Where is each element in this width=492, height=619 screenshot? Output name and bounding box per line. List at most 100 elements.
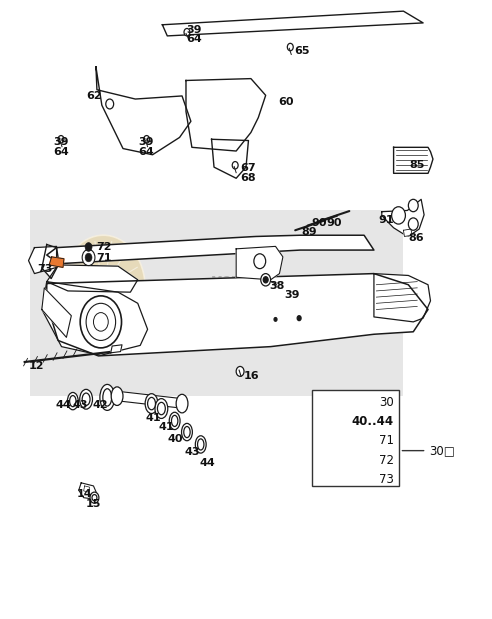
Circle shape [80,296,122,348]
Polygon shape [403,229,412,236]
Polygon shape [374,274,430,322]
Ellipse shape [111,387,123,405]
Text: SPARE PARTS: SPARE PARTS [212,288,300,301]
Text: 71: 71 [96,253,112,262]
Text: 73: 73 [37,264,52,274]
Ellipse shape [195,436,206,453]
Text: 38: 38 [270,281,285,291]
Circle shape [232,162,238,169]
Circle shape [297,316,301,321]
Text: 89: 89 [301,227,317,237]
Circle shape [408,199,418,212]
Ellipse shape [184,426,190,438]
Text: 73: 73 [379,473,394,486]
Text: 30: 30 [379,396,394,409]
Text: 41: 41 [146,413,161,423]
Text: 68: 68 [240,173,256,183]
Circle shape [93,313,108,331]
Ellipse shape [155,399,168,418]
Text: 30□: 30□ [429,444,455,457]
Circle shape [86,303,116,340]
Circle shape [261,274,271,286]
Ellipse shape [82,393,90,405]
Circle shape [408,218,418,230]
Polygon shape [236,246,283,280]
Text: 39: 39 [186,25,202,35]
Polygon shape [79,483,96,499]
Text: 72: 72 [379,454,394,467]
Circle shape [287,43,293,51]
Polygon shape [47,274,428,356]
Text: 40..44: 40..44 [351,415,394,428]
Polygon shape [42,245,59,279]
Ellipse shape [157,402,165,415]
Polygon shape [49,257,64,267]
Ellipse shape [103,389,112,406]
Polygon shape [162,11,423,36]
Text: 86: 86 [408,233,424,243]
Polygon shape [111,345,122,353]
Text: 90: 90 [311,218,327,228]
Polygon shape [42,288,71,337]
Circle shape [62,235,145,340]
Text: 62: 62 [86,91,102,101]
Polygon shape [96,67,191,155]
Text: MOTORCYCLE: MOTORCYCLE [211,275,301,288]
Text: 16: 16 [244,371,259,381]
Text: 90: 90 [327,218,342,228]
Polygon shape [382,199,424,236]
Text: 71: 71 [379,435,394,448]
Polygon shape [47,265,138,292]
Ellipse shape [145,394,158,413]
Text: 64: 64 [186,34,202,44]
Circle shape [90,492,99,503]
Ellipse shape [100,384,115,410]
Polygon shape [394,147,433,173]
Text: 43: 43 [184,447,200,457]
Text: 85: 85 [409,160,425,170]
Circle shape [82,249,95,266]
Text: 67: 67 [240,163,256,173]
Ellipse shape [182,423,192,441]
Text: 44: 44 [55,400,71,410]
Polygon shape [117,391,185,409]
Text: 39: 39 [284,290,300,300]
Circle shape [274,318,277,321]
Text: 39: 39 [53,137,69,147]
Text: 42: 42 [92,400,108,410]
Ellipse shape [169,412,180,430]
Polygon shape [29,246,57,274]
Polygon shape [42,282,148,355]
Text: 65: 65 [294,46,310,56]
Ellipse shape [172,415,178,426]
Circle shape [392,207,405,224]
Text: 39: 39 [139,137,154,147]
Ellipse shape [176,394,188,413]
Circle shape [92,495,97,501]
Ellipse shape [70,396,76,407]
Text: 41: 41 [158,422,174,432]
Polygon shape [84,486,90,492]
Text: 44: 44 [199,458,215,468]
Bar [30,210,403,396]
Polygon shape [47,235,374,264]
Text: 60: 60 [278,97,294,107]
Text: 64: 64 [53,147,69,157]
Ellipse shape [198,439,204,450]
Text: 40: 40 [167,435,183,444]
Ellipse shape [80,389,92,409]
Bar [312,390,399,486]
Circle shape [263,277,268,283]
Text: 12: 12 [29,361,44,371]
Ellipse shape [67,392,78,410]
Circle shape [106,99,114,109]
Circle shape [236,366,244,376]
Ellipse shape [148,397,155,410]
Text: 14: 14 [76,489,92,499]
Circle shape [58,136,64,143]
Text: MSP: MSP [74,276,132,300]
Circle shape [184,28,190,36]
Text: 64: 64 [139,147,154,157]
Polygon shape [186,79,266,151]
Text: 15: 15 [86,500,101,509]
